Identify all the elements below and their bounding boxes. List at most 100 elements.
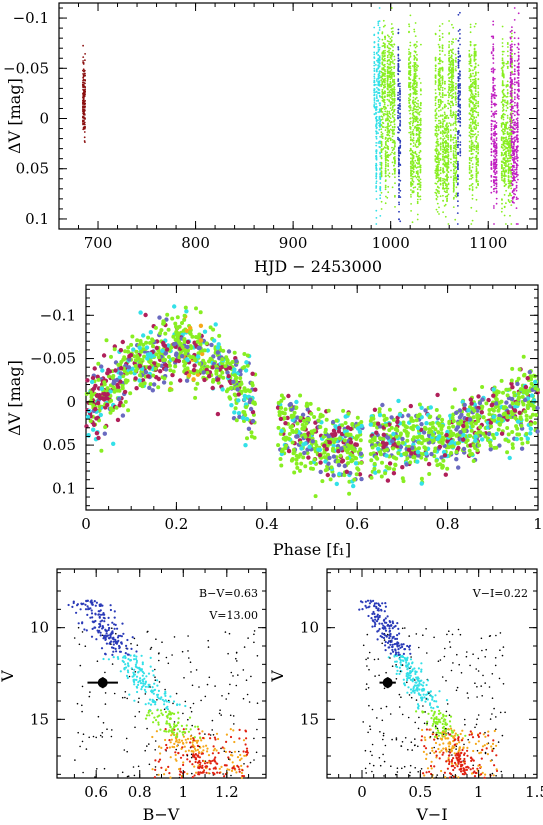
timeseries-point (448, 50, 451, 53)
timeseries-point (477, 71, 480, 74)
timeseries-point (378, 83, 381, 86)
timeseries-point (419, 198, 422, 201)
timeseries-point (410, 196, 412, 198)
timeseries-point (437, 129, 440, 132)
timeseries-point (414, 150, 417, 153)
timeseries-point (84, 74, 86, 77)
timeseries-point (459, 93, 461, 96)
timeseries-point (490, 103, 493, 106)
timeseries-point (513, 202, 515, 204)
timeseries-point (408, 25, 411, 28)
timeseries-point (373, 80, 376, 83)
timeseries-ytick-label: −0.1 (13, 9, 49, 27)
timeseries-point (416, 117, 419, 120)
timeseries-point (511, 184, 514, 187)
timeseries-point (495, 197, 498, 200)
timeseries-point (375, 123, 378, 126)
timeseries-point (379, 197, 382, 200)
timeseries-point (514, 156, 516, 158)
timeseries-point (83, 106, 86, 108)
timeseries-point (384, 83, 386, 86)
timeseries-point (412, 151, 415, 154)
timeseries-point (510, 115, 513, 117)
timeseries-point (393, 148, 395, 151)
timeseries-point (387, 117, 389, 120)
timeseries-point (452, 114, 455, 117)
timeseries-point (470, 65, 473, 67)
timeseries-point (412, 139, 415, 142)
timeseries-point (375, 164, 378, 167)
timeseries-point (459, 144, 462, 146)
timeseries-point (375, 175, 377, 178)
phase-point (215, 411, 221, 417)
timeseries-point (415, 59, 418, 61)
timeseries-point (393, 110, 395, 113)
timeseries-point (399, 220, 402, 223)
timeseries-point (412, 99, 415, 102)
timeseries-point (449, 104, 452, 107)
timeseries-point (477, 182, 479, 185)
timeseries-point (391, 126, 394, 128)
timeseries-point (411, 150, 414, 152)
timeseries-point (417, 173, 419, 176)
timeseries-point (399, 142, 401, 144)
timeseries-point (398, 194, 400, 197)
timeseries-point (384, 85, 386, 88)
timeseries-point (387, 127, 389, 130)
timeseries-point (375, 137, 378, 140)
timeseries-point (397, 62, 400, 65)
timeseries-point (409, 136, 412, 139)
timeseries-point (386, 62, 389, 65)
timeseries-point (477, 172, 479, 175)
timeseries-point (475, 163, 478, 166)
timeseries-point (435, 145, 438, 148)
timeseries-point (477, 95, 480, 97)
timeseries-point (379, 178, 382, 181)
phase-point (128, 391, 133, 396)
timeseries-point (474, 51, 477, 54)
timeseries-point (380, 124, 383, 126)
timeseries-point (495, 176, 498, 179)
timeseries-point (412, 154, 415, 157)
timeseries-point (474, 22, 477, 25)
timeseries-xtick-label: 800 (181, 234, 210, 252)
timeseries-point (510, 163, 513, 165)
timeseries-point (382, 59, 385, 62)
timeseries-point (512, 107, 514, 109)
timeseries-point (494, 173, 497, 176)
timeseries-point (506, 89, 509, 91)
timeseries-point (505, 62, 508, 65)
timeseries-point (513, 153, 515, 156)
timeseries-ylabel: ΔV [mag] (5, 78, 24, 154)
timeseries-point (457, 58, 460, 61)
timeseries-point (379, 118, 381, 121)
timeseries-point (387, 156, 389, 159)
timeseries-point (415, 141, 418, 144)
timeseries-point (379, 104, 381, 107)
timeseries-point (385, 118, 387, 120)
timeseries-point (457, 109, 460, 112)
timeseries-point (441, 75, 444, 78)
timeseries-point (510, 144, 513, 147)
timeseries-point (470, 150, 473, 153)
timeseries-point (414, 143, 417, 146)
timeseries-point (439, 131, 442, 134)
timeseries-point (455, 146, 458, 149)
timeseries-point (457, 200, 459, 203)
timeseries-point (447, 117, 450, 119)
timeseries-point (490, 163, 493, 166)
timeseries-point (435, 194, 438, 197)
timeseries-point (495, 110, 498, 112)
timeseries-point (494, 156, 497, 158)
timeseries-point (384, 119, 387, 122)
timeseries-point (408, 102, 411, 105)
timeseries-point (380, 134, 383, 136)
timeseries-point (477, 131, 479, 133)
timeseries-point (493, 92, 496, 94)
timeseries-point (452, 66, 454, 68)
timeseries-point (459, 148, 462, 150)
timeseries-point (376, 86, 378, 89)
timeseries-point (390, 7, 393, 9)
timeseries-point (399, 102, 401, 105)
